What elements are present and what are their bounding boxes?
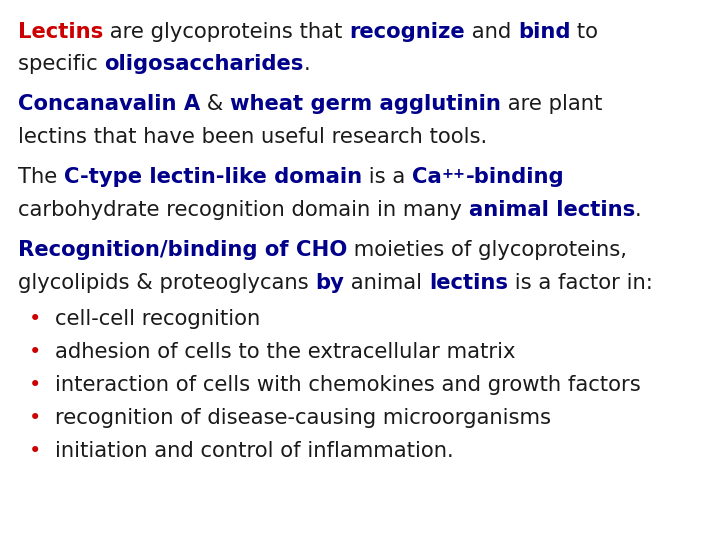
Text: is a: is a — [362, 167, 412, 187]
Text: cell-cell recognition: cell-cell recognition — [55, 309, 260, 329]
Text: moieties of glycoproteins,: moieties of glycoproteins, — [347, 240, 627, 260]
Text: •: • — [29, 309, 41, 329]
Text: is a factor in:: is a factor in: — [508, 273, 653, 293]
Text: Lectins: Lectins — [18, 22, 103, 42]
Text: •: • — [29, 408, 41, 428]
Text: Concanavalin A: Concanavalin A — [18, 94, 200, 114]
Text: C-type lectin-like domain: C-type lectin-like domain — [64, 167, 362, 187]
Text: .: . — [304, 54, 310, 74]
Text: are plant: are plant — [501, 94, 603, 114]
Text: &: & — [200, 94, 230, 114]
Text: animal: animal — [344, 273, 429, 293]
Text: oligosaccharides: oligosaccharides — [104, 54, 304, 74]
Text: glycolipids & proteoglycans: glycolipids & proteoglycans — [18, 273, 315, 293]
Text: initiation and control of inflammation.: initiation and control of inflammation. — [55, 441, 454, 461]
Text: animal lectins: animal lectins — [469, 200, 635, 220]
Text: and: and — [465, 22, 518, 42]
Text: ++: ++ — [442, 167, 466, 181]
Text: are glycoproteins that: are glycoproteins that — [103, 22, 349, 42]
Text: recognize: recognize — [349, 22, 465, 42]
Text: The: The — [18, 167, 64, 187]
Text: to: to — [570, 22, 598, 42]
Text: carbohydrate recognition domain in many: carbohydrate recognition domain in many — [18, 200, 469, 220]
Text: lectins that have been useful research tools.: lectins that have been useful research t… — [18, 127, 487, 147]
Text: Ca: Ca — [412, 167, 442, 187]
Text: •: • — [29, 342, 41, 362]
Text: bind: bind — [518, 22, 570, 42]
Text: •: • — [29, 441, 41, 461]
Text: specific: specific — [18, 54, 104, 74]
Text: •: • — [29, 375, 41, 395]
Text: -binding: -binding — [466, 167, 564, 187]
Text: .: . — [635, 200, 642, 220]
Text: lectins: lectins — [429, 273, 508, 293]
Text: Recognition/binding of CHO: Recognition/binding of CHO — [18, 240, 347, 260]
Text: interaction of cells with chemokines and growth factors: interaction of cells with chemokines and… — [55, 375, 641, 395]
Text: recognition of disease-causing microorganisms: recognition of disease-causing microorga… — [55, 408, 551, 428]
Text: wheat germ agglutinin: wheat germ agglutinin — [230, 94, 501, 114]
Text: adhesion of cells to the extracellular matrix: adhesion of cells to the extracellular m… — [55, 342, 516, 362]
Text: by: by — [315, 273, 344, 293]
